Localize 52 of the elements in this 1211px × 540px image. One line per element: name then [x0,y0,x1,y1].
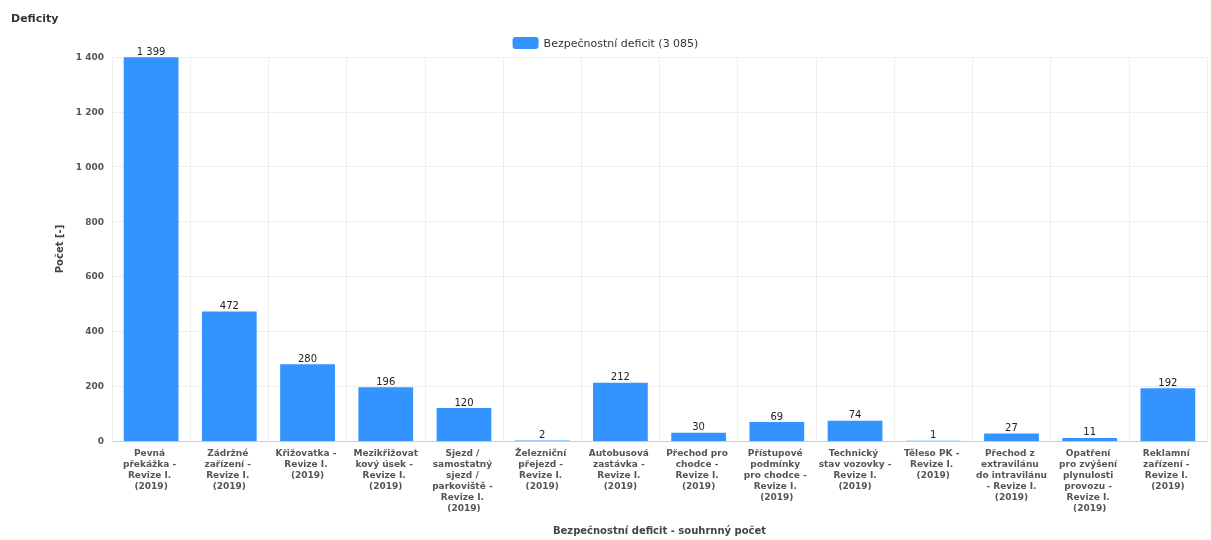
x-tick-label: Těleso PK - Revize I. (2019) [904,447,963,480]
y-tick-label: 1 400 [75,52,104,62]
x-tick-label: Technický stav vozovky - Revize I. (2019) [818,447,892,491]
x-tick-label: Autobusová zastávka - Revize I. (2019) [588,447,653,491]
x-tick-label: Křižovatka - Revize I. (2019) [275,447,340,480]
bar [984,433,1039,441]
data-label: 196 [376,375,396,387]
bar [827,420,883,441]
x-tick-label: Mezikřižovatkový úsek - Revize I. (2019) [353,447,419,491]
data-label: 120 [454,396,474,408]
x-tick-label: Přechod pro chodce - Revize I. (2019) [666,447,732,491]
y-tick-label: 600 [85,271,104,282]
data-label: 11 [1083,426,1097,438]
y-tick-label: 1 200 [75,106,104,117]
x-tick-label: Přístupové podmínky pro chodce - Revize I. (2019) [743,447,810,502]
y-tick-label: 200 [85,381,104,392]
bar [123,57,179,441]
x-tick-label: Železniční přejezd - Revize I. (2019) [514,446,570,491]
legend-label: Bezpečnostní deficit (3 085) [543,36,699,50]
x-axis-title: Bezpečnostní deficit - souhrnný počet [552,524,767,536]
x-tick-label: Zádržné zařízení - Revize I. (2019) [204,447,255,491]
data-label: 74 [848,409,862,421]
bar [593,382,648,441]
x-tick-label: Sjezd / samostatný sjezd / parkoviště - Revize I. (2019) [432,447,496,513]
data-label: 1 [930,429,937,441]
data-label: 212 [610,371,630,383]
data-label: 69 [770,410,784,422]
data-label: 280 [297,352,318,364]
y-axis-title: Počet [-] [54,224,66,274]
x-tick-label: Opatření pro zvýšení plynulosti provozu - Revize I. (2019) [1059,447,1121,513]
bar [436,408,492,441]
data-label: 192 [1158,376,1178,388]
data-label: 27 [1005,422,1018,434]
bar [1062,437,1118,441]
bar [201,311,257,441]
bar [671,432,726,441]
x-tick-label: Reklamní zařízení - Revize I. (2019) [1142,447,1193,491]
x-tick-label: Pevná překážka - Revize I. (2019) [122,447,180,491]
y-tick-label: 0 [97,436,104,446]
bar [280,364,335,441]
data-label: 2 [538,428,546,440]
data-label: 1 399 [136,45,166,57]
y-tick-label: 1 000 [75,161,104,172]
bar [749,422,805,441]
x-tick-label: Přechod z extravilánu do intravilánu - Revize I. (2019) [975,447,1047,502]
chart-title: Deficity [11,12,59,25]
y-tick-label: 800 [85,216,104,227]
bar [358,387,414,441]
data-label: 472 [219,300,239,312]
bar [1140,388,1196,441]
y-tick-label: 400 [85,326,104,337]
data-label: 30 [692,421,705,433]
